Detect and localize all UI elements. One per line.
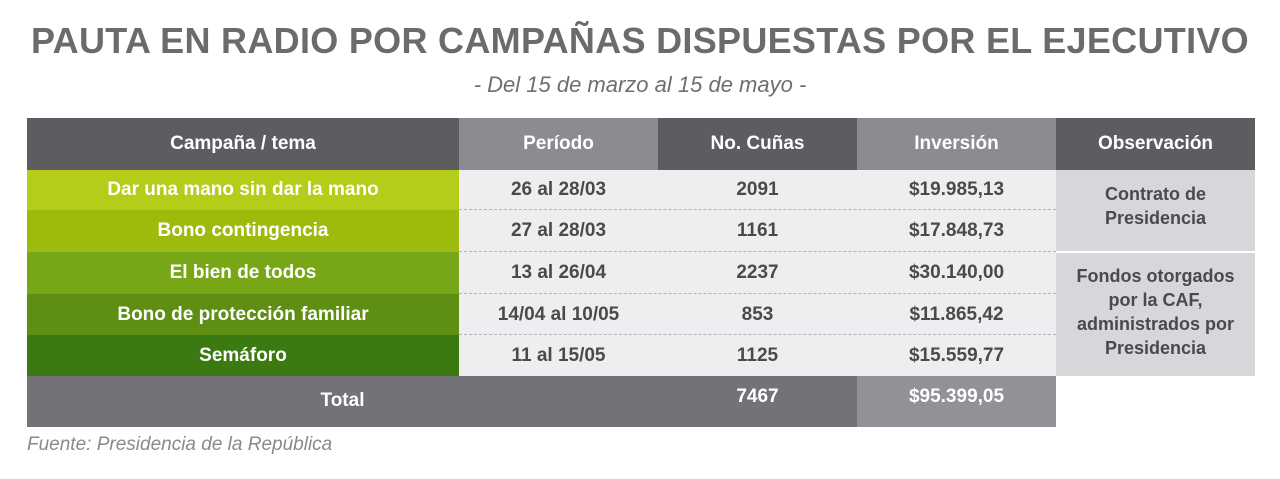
investment-cell: $17.848,73 bbox=[857, 210, 1056, 252]
spots-cell: 1125 bbox=[658, 335, 857, 376]
total-investment: $95.399,05 bbox=[857, 376, 1056, 427]
investment-cell: $19.985,13 bbox=[857, 170, 1056, 210]
period-cell: 26 al 28/03 bbox=[459, 170, 658, 210]
row-divider bbox=[459, 251, 1056, 252]
spots-cell: 2091 bbox=[658, 170, 857, 210]
page-title: PAUTA EN RADIO POR CAMPAÑAS DISPUESTAS P… bbox=[31, 20, 1249, 61]
investment-cell: $15.559,77 bbox=[857, 335, 1056, 376]
period-cell: 13 al 26/04 bbox=[459, 252, 658, 294]
period-cell: 11 al 15/05 bbox=[459, 335, 658, 376]
row-divider bbox=[459, 209, 1056, 210]
row-divider bbox=[459, 334, 1056, 335]
period-cell: 27 al 28/03 bbox=[459, 210, 658, 252]
header-observation: Observación bbox=[1056, 118, 1255, 170]
campaign-cell: Dar una mano sin dar la mano bbox=[27, 170, 459, 210]
total-spots: 7467 bbox=[658, 376, 857, 427]
observation-divider bbox=[1056, 251, 1255, 253]
source-note: Fuente: Presidencia de la República bbox=[27, 434, 333, 455]
observation-cell: Fondos otorgados por la CAF, administrad… bbox=[1056, 252, 1255, 376]
page-subtitle: - Del 15 de marzo al 15 de mayo - bbox=[473, 72, 807, 97]
total-label: Total bbox=[27, 376, 658, 427]
period-cell: 14/04 al 10/05 bbox=[459, 294, 658, 335]
spots-cell: 2237 bbox=[658, 252, 857, 294]
investment-cell: $30.140,00 bbox=[857, 252, 1056, 294]
campaign-cell: Bono de protección familiar bbox=[27, 294, 459, 335]
campaign-cell: Semáforo bbox=[27, 335, 459, 376]
investment-cell: $11.865,42 bbox=[857, 294, 1056, 335]
header-period: Período bbox=[459, 118, 658, 170]
header-spots: No. Cuñas bbox=[658, 118, 857, 170]
header-investment: Inversión bbox=[857, 118, 1056, 170]
header-campaign: Campaña / tema bbox=[27, 118, 459, 170]
spots-cell: 853 bbox=[658, 294, 857, 335]
campaign-cell: Bono contingencia bbox=[27, 210, 459, 252]
spots-cell: 1161 bbox=[658, 210, 857, 252]
observation-cell: Contrato de Presidencia bbox=[1056, 170, 1255, 252]
campaign-cell: El bien de todos bbox=[27, 252, 459, 294]
row-divider bbox=[459, 293, 1056, 294]
